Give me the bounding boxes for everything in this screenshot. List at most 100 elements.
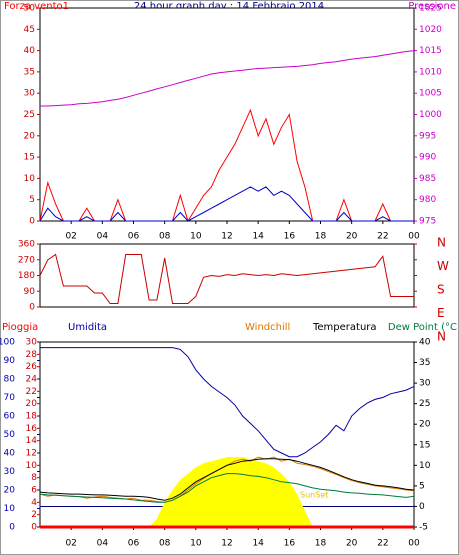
x-tick-label: 14 bbox=[252, 539, 264, 549]
legend-label: Pressione bbox=[408, 1, 456, 12]
x-tick-label: 12 bbox=[221, 539, 232, 549]
y-tick-label: -5 bbox=[419, 523, 428, 533]
y-tick-label: 270 bbox=[18, 255, 35, 265]
y-tick-label: 0 bbox=[9, 523, 15, 533]
y-tick-label: 18 bbox=[26, 412, 38, 422]
legend-label: Forza vento1 bbox=[4, 1, 69, 12]
y-tick-label: 5 bbox=[29, 195, 35, 205]
x-tick-label: 02 bbox=[65, 539, 76, 549]
annotation: SunSet bbox=[300, 491, 328, 500]
series-line bbox=[39, 473, 415, 503]
y-tick-label: 985 bbox=[419, 174, 436, 184]
x-tick-label: 14 bbox=[252, 232, 264, 242]
y-tick-label: S bbox=[437, 283, 445, 297]
x-tick-label: 12 bbox=[221, 232, 232, 242]
x-tick-label: 10 bbox=[190, 539, 202, 549]
plot-area bbox=[39, 243, 415, 308]
x-tick-label: 22 bbox=[377, 539, 388, 549]
x-tick-label: 02 bbox=[65, 232, 76, 242]
y-tick-label: 22 bbox=[26, 387, 37, 397]
y-tick-label: 0 bbox=[31, 523, 37, 533]
y-tick-label: 0 bbox=[29, 303, 35, 313]
y-tick-label: 980 bbox=[419, 195, 436, 205]
y-tick-label: 1000 bbox=[419, 110, 442, 120]
y-tick-label: 2 bbox=[31, 510, 37, 520]
y-tick-label: 100 bbox=[0, 338, 15, 348]
x-tick-label: 08 bbox=[159, 539, 171, 549]
y-tick-label: 30 bbox=[26, 338, 38, 348]
y-tick-label: 0 bbox=[419, 502, 425, 512]
x-tick-label: 16 bbox=[284, 232, 296, 242]
y-tick-label: E bbox=[437, 306, 445, 320]
y-tick-label: 20 bbox=[24, 131, 36, 141]
x-tick-label: 06 bbox=[128, 539, 140, 549]
y-tick-label: 20 bbox=[4, 486, 16, 496]
y-tick-label: 0 bbox=[29, 217, 35, 227]
y-tick-label: 1020 bbox=[419, 25, 442, 35]
y-tick-label: 4 bbox=[31, 498, 37, 508]
x-tick-label: 10 bbox=[190, 232, 202, 242]
series-line bbox=[39, 186, 414, 222]
x-tick-label: 06 bbox=[128, 232, 140, 242]
y-tick-label: 1025 bbox=[419, 4, 442, 14]
y-tick-label: 8 bbox=[31, 473, 37, 483]
series-line bbox=[39, 253, 414, 304]
y-tick-label: N bbox=[437, 236, 446, 250]
y-tick-label: 50 bbox=[4, 430, 16, 440]
legend-label: Pioggia bbox=[2, 322, 38, 333]
y-tick-label: 90 bbox=[4, 356, 16, 366]
y-tick-label: 6 bbox=[31, 486, 37, 496]
y-tick-label: 26 bbox=[26, 362, 38, 372]
y-tick-label: 30 bbox=[419, 379, 431, 389]
y-tick-label: 50 bbox=[24, 4, 36, 14]
chart-title: 24 hour graph day : 14 Febbraio 2014 bbox=[134, 1, 324, 12]
y-tick-label: 990 bbox=[419, 153, 436, 163]
y-tick-label: 15 bbox=[24, 153, 35, 163]
y-tick-label: 25 bbox=[24, 110, 35, 120]
y-tick-label: 30 bbox=[24, 89, 36, 99]
y-tick-label: N bbox=[437, 330, 446, 344]
y-tick-label: 35 bbox=[24, 67, 35, 77]
plot-area bbox=[39, 7, 415, 222]
y-tick-label: 80 bbox=[4, 375, 16, 385]
x-tick-label: 08 bbox=[159, 232, 171, 242]
y-tick-label: 16 bbox=[26, 424, 38, 434]
y-tick-label: 28 bbox=[26, 350, 38, 360]
y-tick-label: 1010 bbox=[419, 67, 442, 77]
x-tick-label: 18 bbox=[315, 232, 327, 242]
x-tick-label: 16 bbox=[284, 539, 296, 549]
y-tick-label: 40 bbox=[4, 449, 16, 459]
y-tick-label: 15 bbox=[419, 440, 430, 450]
x-tick-label: 04 bbox=[97, 232, 109, 242]
y-tick-label: 10 bbox=[419, 461, 431, 471]
legend-label: Umidita bbox=[68, 322, 107, 333]
y-tick-label: 995 bbox=[419, 131, 436, 141]
x-tick-label: 22 bbox=[377, 232, 388, 242]
y-tick-label: 24 bbox=[26, 375, 38, 385]
y-tick-label: 20 bbox=[26, 399, 38, 409]
y-tick-label: 70 bbox=[4, 393, 16, 403]
x-tick-label: 20 bbox=[346, 232, 358, 242]
y-tick-label: 975 bbox=[419, 217, 436, 227]
y-tick-label: 1005 bbox=[419, 89, 442, 99]
y-tick-label: 25 bbox=[419, 399, 430, 409]
series-line bbox=[40, 50, 415, 107]
y-tick-label: 12 bbox=[26, 449, 37, 459]
y-tick-label: 5 bbox=[419, 481, 425, 491]
legend-label: Windchill bbox=[245, 322, 290, 333]
x-tick-label: 00 bbox=[408, 232, 420, 242]
y-tick-label: 35 bbox=[419, 358, 430, 368]
y-tick-label: 40 bbox=[24, 46, 36, 56]
y-tick-label: 90 bbox=[24, 287, 36, 297]
y-tick-label: 45 bbox=[24, 25, 35, 35]
y-tick-label: 30 bbox=[4, 467, 16, 477]
y-tick-label: 10 bbox=[26, 461, 38, 471]
x-tick-label: 20 bbox=[346, 539, 358, 549]
y-tick-label: 14 bbox=[26, 436, 38, 446]
y-tick-label: 180 bbox=[18, 271, 35, 281]
x-tick-label: 18 bbox=[315, 539, 327, 549]
x-tick-label: 04 bbox=[97, 539, 109, 549]
series-line bbox=[39, 458, 415, 501]
x-tick-label: 00 bbox=[408, 539, 420, 549]
